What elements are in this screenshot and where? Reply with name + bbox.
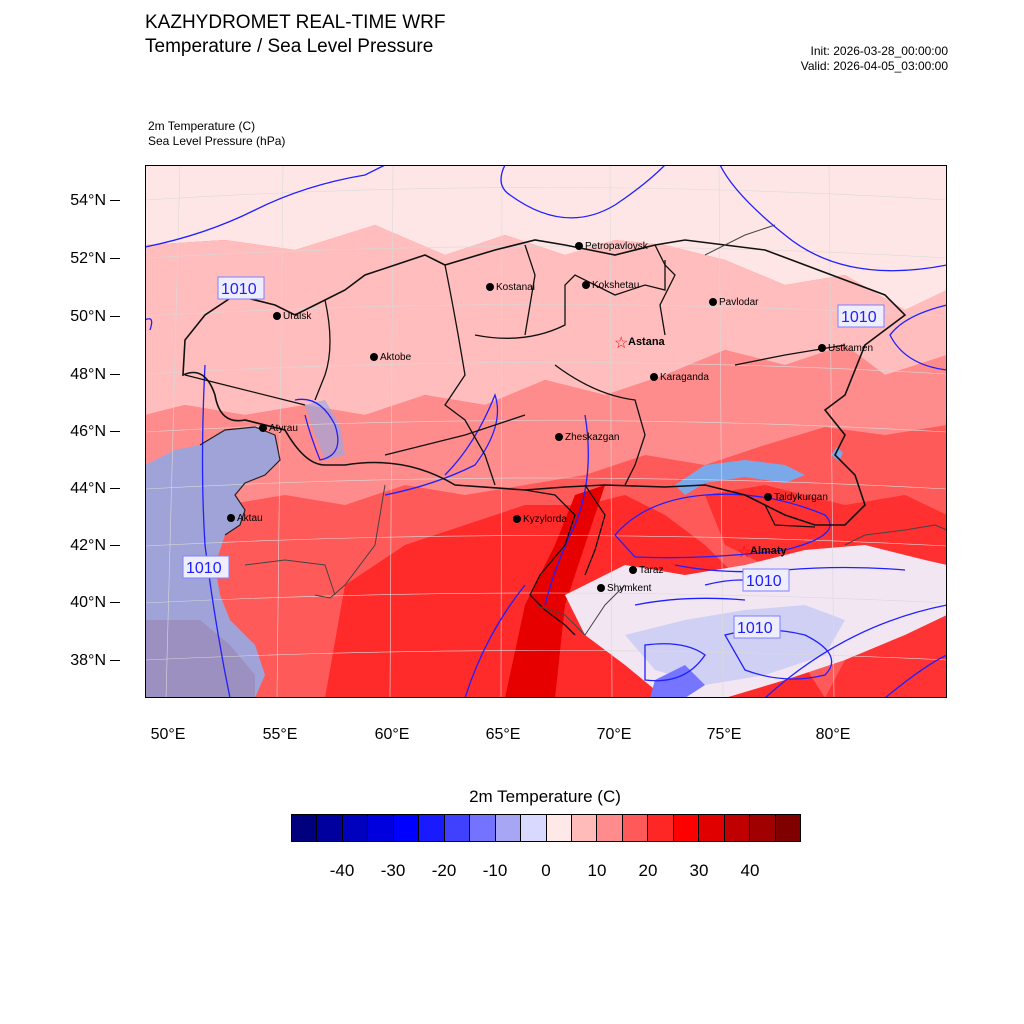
city-aktobe: Aktobe xyxy=(380,352,412,363)
temperature-field-label: 2m Temperature (C) xyxy=(148,119,256,133)
city-astana: Astana xyxy=(628,336,666,348)
colorbar-swatch xyxy=(622,815,649,841)
chart-subtitle: Temperature / Sea Level Pressure xyxy=(145,36,434,57)
city-kokshetau: Kokshetau xyxy=(592,280,639,291)
isobar-label: 1010 xyxy=(737,620,773,637)
city-taraz: Taraz xyxy=(639,565,663,576)
colorbar xyxy=(291,814,801,842)
colorbar-swatch xyxy=(292,815,318,841)
colorbar-swatch xyxy=(317,815,343,841)
capital-star-almaty: ☆ xyxy=(737,544,751,561)
colorbar-swatch xyxy=(521,815,547,841)
foreign-borders xyxy=(244,224,947,636)
colorbar-tick-label: -10 xyxy=(482,861,508,880)
run-times: Init: 2026-03-28_00:00:00 Valid: 2026-04… xyxy=(801,44,948,74)
isobar-label: 1010 xyxy=(746,573,782,590)
aral-sea xyxy=(305,400,345,460)
colorbar-title: 2m Temperature (C) xyxy=(469,787,621,806)
colorbar-tick-label: -20 xyxy=(431,861,457,880)
lon-label-80: 80°E xyxy=(815,726,851,743)
colorbar-swatch xyxy=(750,815,776,841)
temp-zone-hottest xyxy=(505,485,605,698)
lat-label-50: 50°N xyxy=(70,308,120,326)
pressure-field-label: Sea Level Pressure (hPa) xyxy=(148,134,286,148)
lon-label-50: 50°E xyxy=(150,726,186,743)
colorbar-tick-label: 40 xyxy=(740,861,760,880)
colorbar-tick-label: -30 xyxy=(380,861,406,880)
city-karaganda: Karaganda xyxy=(660,372,709,383)
lake-balkhash xyxy=(675,460,805,495)
colorbar-swatch xyxy=(699,815,725,841)
temp-zone-mountains-colder xyxy=(650,665,705,698)
colorbar-swatch xyxy=(368,815,394,841)
lat-label-40: 40°N xyxy=(70,594,120,612)
colorbar-swatch xyxy=(495,815,522,841)
init-time: Init: 2026-03-28_00:00:00 xyxy=(810,44,948,58)
colorbar-swatch xyxy=(597,815,623,841)
colorbar-tick-label: 30 xyxy=(689,861,709,880)
city-almaty: Almaty xyxy=(750,545,788,557)
colorbar-swatch xyxy=(673,815,700,841)
lat-label-38: 38°N xyxy=(70,652,120,670)
colorbar-swatch xyxy=(648,815,674,841)
colorbar-swatch xyxy=(546,815,572,841)
city-shymkent: Shymkent xyxy=(607,583,652,594)
caspian-south xyxy=(145,620,255,698)
colorbar-tick-label: -40 xyxy=(329,861,355,880)
lat-label-46: 46°N xyxy=(70,423,120,441)
lake-alakol xyxy=(831,447,843,461)
city-petropavlovsk: Petropavlovsk xyxy=(585,241,649,252)
city-zheskazgan: Zheskazgan xyxy=(565,432,619,443)
isobars xyxy=(145,165,947,698)
temp-zone-light xyxy=(145,225,947,415)
field-labels: 2m Temperature (C) Sea Level Pressure (h… xyxy=(148,119,285,149)
city-kostanai: Kostanai xyxy=(496,282,535,293)
lon-label-55: 55°E xyxy=(262,726,298,743)
lat-label-52: 52°N xyxy=(70,250,120,268)
capital-star-astana: ☆ xyxy=(614,335,628,352)
city-ustkamen: Ustkamen xyxy=(828,343,873,354)
temp-zone-southeast xyxy=(825,615,947,698)
colorbar-swatch xyxy=(470,815,496,841)
city-taldykurgan: Taldykurgan xyxy=(774,492,828,503)
colorbar-swatch xyxy=(342,815,369,841)
city-uralsk: Uralsk xyxy=(283,311,312,322)
city-pavlodar: Pavlodar xyxy=(719,297,759,308)
chart-title: KAZHYDROMET REAL-TIME WRF xyxy=(145,12,446,33)
lon-label-75: 75°E xyxy=(706,726,742,743)
colorbar-tick-label: 0 xyxy=(541,861,551,880)
colorbar-swatch xyxy=(419,815,445,841)
lat-label-44: 44°N xyxy=(70,480,120,498)
city-atyrau: Atyrau xyxy=(269,423,298,434)
isobar-label: 1010 xyxy=(841,309,877,326)
colorbar-swatch xyxy=(775,815,801,841)
lat-label-48: 48°N xyxy=(70,366,120,384)
lon-label-65: 65°E xyxy=(485,726,521,743)
colorbar-swatch xyxy=(571,815,598,841)
city-markers: Petropavlovsk Kostanai Kokshetau Pavloda… xyxy=(227,241,873,594)
isobar-label: 1010 xyxy=(186,560,222,577)
temp-zone-mountains-cold xyxy=(625,605,845,685)
map-panel: 1010 1010 1010 1010 1010 Petropavlovsk K… xyxy=(145,165,947,698)
colorbar-swatch xyxy=(444,815,471,841)
map-frame xyxy=(145,165,947,698)
city-aktau: Aktau xyxy=(237,513,263,524)
valid-time: Valid: 2026-04-05_03:00:00 xyxy=(800,59,948,73)
colorbar-swatch xyxy=(393,815,420,841)
colorbar-swatch xyxy=(724,815,751,841)
lon-label-60: 60°E xyxy=(374,726,410,743)
lat-label-54: 54°N xyxy=(70,192,120,210)
isobar-label: 1010 xyxy=(221,281,257,298)
colorbar-tick-label: 10 xyxy=(587,861,607,880)
caspian-shoreline xyxy=(199,426,281,536)
colorbar-tick-label: 20 xyxy=(638,861,658,880)
graticule xyxy=(145,165,947,698)
isobar-labels: 1010 1010 1010 1010 1010 xyxy=(182,276,885,639)
lat-label-42: 42°N xyxy=(70,537,120,555)
lon-label-70: 70°E xyxy=(596,726,632,743)
city-kyzylorda: Kyzylorda xyxy=(523,514,567,525)
